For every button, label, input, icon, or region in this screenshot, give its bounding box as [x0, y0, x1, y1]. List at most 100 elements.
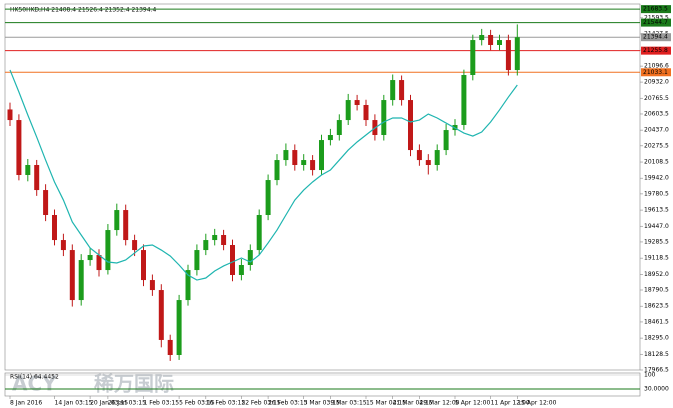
candle-body: [336, 120, 342, 135]
candle-body: [354, 100, 360, 105]
y-tick-label: 19447.0: [644, 223, 669, 230]
candle-body: [60, 240, 66, 251]
watermark-name: 稀万国际: [94, 372, 174, 396]
candle-body: [488, 35, 494, 45]
level-tag: [641, 18, 671, 27]
candle-body: [25, 165, 31, 175]
y-tick-label: 18790.5: [644, 287, 669, 294]
y-tick-label: 20765.5: [644, 95, 669, 102]
x-tick-label: 21 Mar 04:15: [393, 400, 433, 407]
y-tick-label: 21593.5: [644, 14, 669, 21]
candle-body: [123, 210, 129, 241]
y-tick-label: 19285.5: [644, 238, 669, 245]
candle-body: [230, 245, 235, 275]
x-tick-label: 26 Feb 03:15: [268, 400, 308, 407]
x-tick-label: 20 Jan 03:15: [90, 400, 128, 407]
y-tick-label: 18623.5: [644, 303, 669, 310]
candle-body: [390, 80, 396, 101]
candle-body: [194, 250, 200, 271]
y-tick-label: 19942.0: [644, 175, 669, 182]
candle-body: [301, 160, 307, 165]
candle-body: [212, 235, 218, 241]
level-tag: [641, 33, 671, 42]
x-tick-label: 29 Mar 12:00: [419, 400, 459, 407]
y-tick-label: 20275.5: [644, 142, 669, 149]
chart-title: HK50HKD,H4 21408.4 21526.4 21352.4 21394…: [10, 7, 156, 14]
y-tick-label: 20603.5: [644, 110, 669, 117]
candle-body: [505, 40, 511, 71]
candle-body: [514, 37, 520, 71]
candle-body: [221, 235, 227, 245]
candle-body: [479, 35, 485, 41]
candle-body: [114, 210, 120, 231]
candle-body: [381, 100, 387, 135]
candle-body: [87, 255, 93, 261]
candle-body: [434, 150, 440, 165]
candle-body: [158, 290, 164, 340]
candle-body: [203, 240, 209, 251]
level-label: 21033.1: [643, 69, 668, 76]
level-label: 21394.4: [643, 34, 668, 41]
y-tick-label: 20108.5: [644, 159, 669, 166]
candle-body: [497, 40, 502, 45]
candle-body: [470, 40, 476, 75]
candle-body: [185, 270, 191, 301]
rsi-tick-label: 100: [644, 372, 656, 379]
x-tick-label: 15 Mar 04:15: [366, 400, 406, 407]
x-tick-label: 26 Jan 03:15: [108, 400, 146, 407]
candle-body: [319, 140, 324, 171]
candle-body: [399, 80, 405, 101]
candle-body: [256, 215, 262, 251]
candle-body: [16, 120, 22, 175]
moving-average: [9, 69, 518, 281]
level-label: 21544.7: [643, 19, 668, 26]
y-tick-label: 18461.5: [644, 318, 669, 325]
candle-body: [425, 160, 431, 165]
x-tick-label: 3 Mar 03:15: [304, 400, 340, 407]
x-tick-label: 15 Apr 12:00: [517, 400, 556, 407]
candle-body: [292, 150, 298, 165]
candle-body: [416, 150, 422, 161]
candle-body: [96, 255, 102, 271]
y-tick-label: 21096.6: [644, 63, 669, 70]
candle-body: [105, 230, 111, 271]
x-tick-label: 22 Feb 03:15: [241, 400, 281, 407]
rsi-label: RSI(14) 64.4452: [10, 374, 59, 381]
x-tick-label: 1 Feb 03:15: [144, 400, 180, 407]
candle-body: [78, 260, 84, 301]
level-label: 21683.5: [643, 6, 668, 13]
y-tick-label: 20932.0: [644, 79, 669, 86]
candle-body: [238, 265, 244, 275]
y-tick-label: 18295.0: [644, 335, 669, 342]
candle-body: [363, 105, 369, 121]
candle-body: [69, 250, 75, 301]
level-tag: [641, 68, 671, 77]
candle-body: [176, 300, 182, 355]
candle-body: [461, 75, 467, 125]
rsi-frame: [4, 372, 641, 397]
y-tick-label: 18128.5: [644, 351, 669, 358]
candle-body: [167, 339, 173, 355]
x-tick-label: 14 Jan 03:15: [55, 400, 93, 407]
candle-body: [345, 100, 351, 121]
candle-body: [132, 240, 138, 251]
y-tick-label: 19780.5: [644, 190, 669, 197]
x-tick-label: 11 Apr 12:00: [491, 400, 530, 407]
candle-body: [265, 180, 271, 215]
plot-frame: [4, 3, 641, 371]
candle-body: [310, 160, 316, 171]
level-tag: [641, 46, 671, 55]
x-tick-label: 9 Mar 03:15: [330, 400, 366, 407]
level-label: 21255.8: [643, 47, 668, 54]
y-tick-label: 17966.5: [644, 367, 669, 374]
y-tick-label: 18952.0: [644, 271, 669, 278]
watermark-brand: ACY: [12, 372, 57, 396]
candle-body: [7, 109, 13, 121]
y-tick-label: 20437.0: [644, 127, 669, 134]
rsi-tick-label: 30.0000: [644, 386, 669, 393]
x-tick-label: 5 Feb 03:15: [179, 400, 215, 407]
level-tag: [641, 5, 671, 14]
candle-body: [408, 100, 413, 151]
y-tick-label: 19613.5: [644, 207, 669, 214]
